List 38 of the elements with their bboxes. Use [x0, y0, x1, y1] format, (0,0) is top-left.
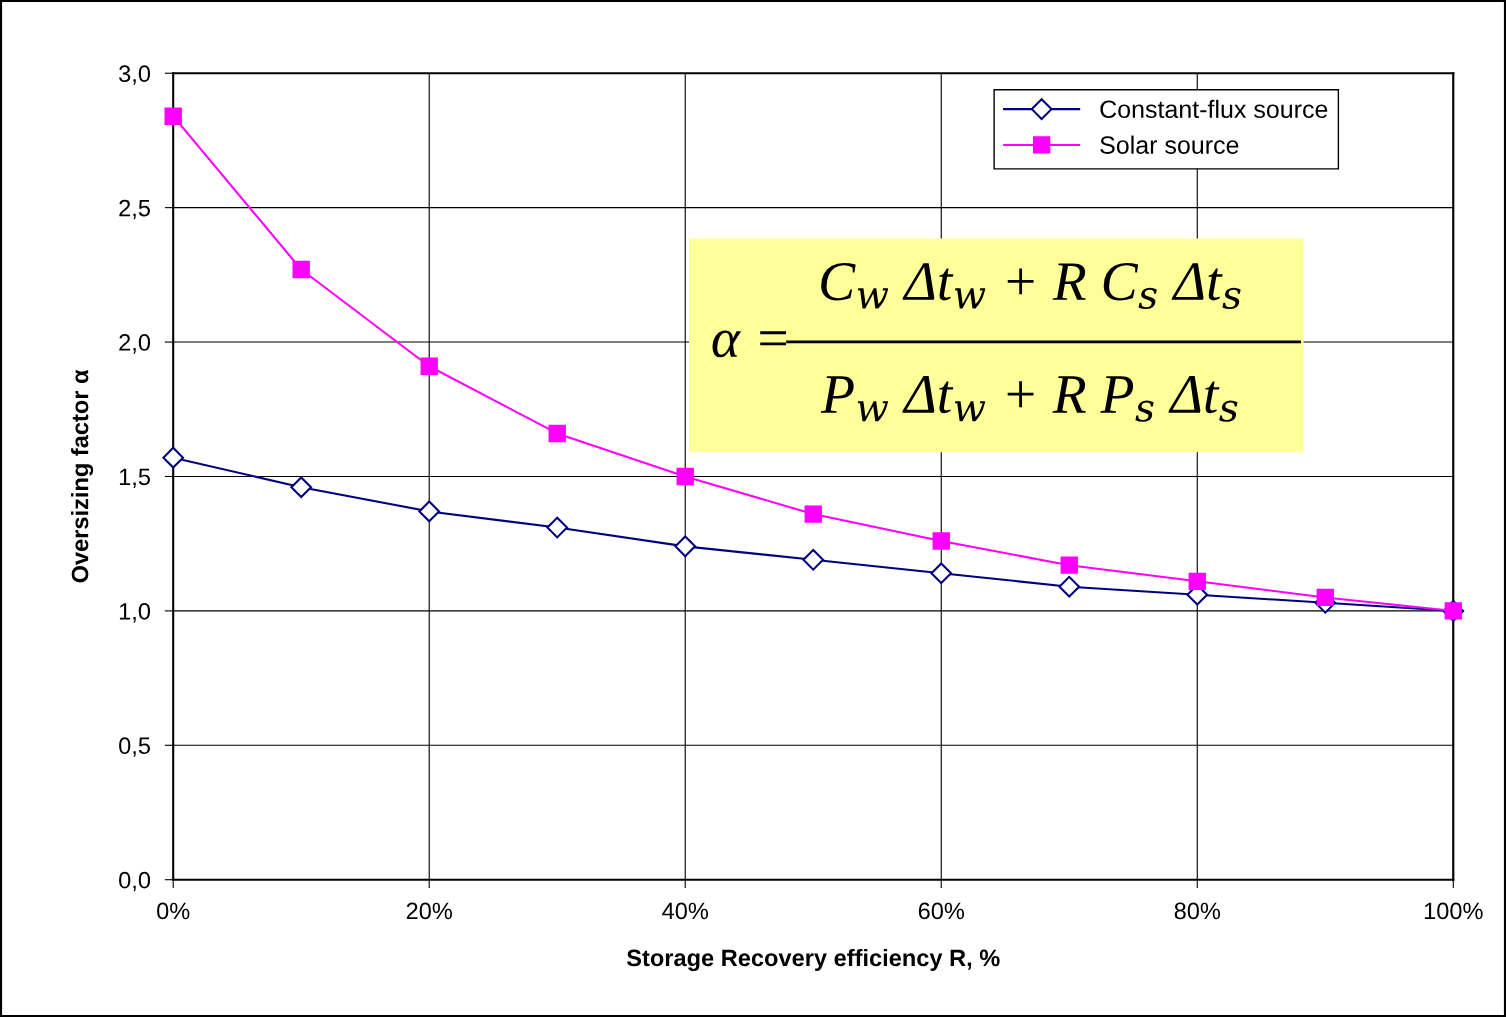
point: [162, 446, 185, 469]
y-tick-label: 3,0: [119, 65, 151, 85]
x-tick-label: 40%: [662, 902, 709, 920]
point: [548, 424, 566, 443]
point: [802, 548, 825, 571]
y-tick-label: 1,5: [119, 468, 150, 489]
point: [930, 562, 953, 585]
x-tick-label: 60%: [918, 902, 965, 920]
y-tick-label: 0,0: [119, 871, 151, 892]
point: [164, 107, 182, 125]
legend-label: Solar source: [1100, 135, 1239, 154]
y-tick-label: 2,0: [119, 334, 151, 354]
point: [1316, 588, 1334, 607]
point: [1058, 575, 1081, 598]
y-tick-label: 2,5: [119, 199, 150, 220]
x-tick-label: 0%: [157, 902, 190, 920]
point: [290, 476, 313, 499]
point: [546, 516, 569, 539]
annotation: C$_{w}$ Δt$_{w}$ + R C$_{s}$ Δt$_{s}$: [821, 263, 1241, 310]
point: [1060, 556, 1078, 574]
point: [418, 500, 441, 523]
x-tick-label: 80%: [1174, 902, 1221, 920]
y-tick-label: 1,0: [119, 602, 151, 623]
point: [1188, 572, 1206, 590]
point: [674, 535, 697, 558]
point: [676, 467, 694, 486]
y-axis-title: Oversizing factor α: [71, 369, 94, 583]
point: [292, 260, 310, 279]
annotation: α =: [712, 330, 787, 358]
y-tick-label: 0,5: [119, 737, 150, 757]
point: [420, 357, 438, 375]
point: [804, 505, 822, 523]
annotation: P$_{w}$ Δt$_{w}$ + R P$_{s}$ Δt$_{s}$: [820, 375, 1238, 422]
legend-label: Constant-flux source: [1100, 99, 1328, 119]
x-tick-label: 20%: [406, 902, 452, 920]
x-tick-label: 100%: [1424, 902, 1483, 920]
point: [932, 532, 950, 550]
x-axis-title: Storage Recovery efficiency R, %: [626, 948, 1000, 972]
